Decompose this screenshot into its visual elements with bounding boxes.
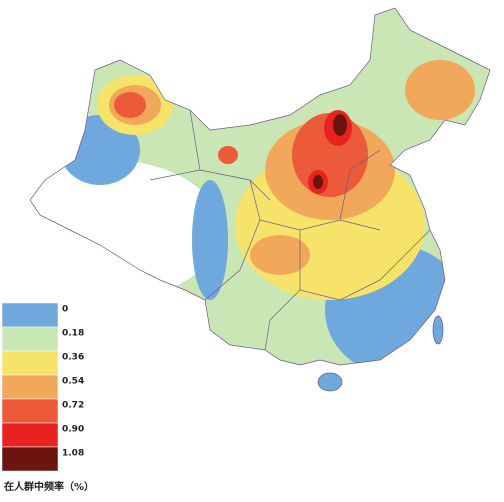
legend-swatch [1, 326, 59, 352]
legend-swatch [1, 398, 59, 424]
legend-label: 1.08 [62, 449, 84, 459]
legend-label: 0 [62, 305, 68, 315]
legend-label: 0.90 [62, 425, 84, 435]
taiwan [432, 315, 444, 345]
legend-label: 0.18 [62, 329, 84, 339]
legend-swatch [1, 350, 59, 376]
legend-swatch [1, 302, 59, 328]
legend: 0 0.18 0.36 0.54 0.72 0.90 1.08 [1, 302, 84, 472]
legend-swatch [1, 422, 59, 448]
legend-title: 在人群中频率（%） [4, 480, 94, 493]
hainan [317, 372, 343, 392]
legend-label: 0.54 [62, 377, 84, 387]
legend-label: 0.36 [62, 353, 84, 363]
legend-swatch [1, 446, 59, 472]
province-borders [149, 109, 431, 351]
country-border [29, 7, 491, 366]
legend-label: 0.72 [62, 401, 84, 411]
legend-swatch [1, 374, 59, 400]
